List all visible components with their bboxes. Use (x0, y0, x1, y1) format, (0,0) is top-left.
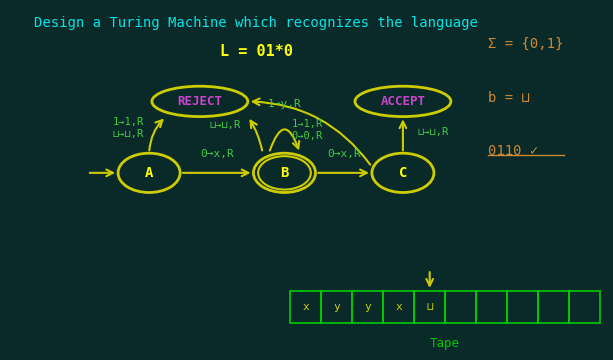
Text: REJECT: REJECT (177, 95, 223, 108)
Text: 1→1,R
0→0,R: 1→1,R 0→0,R (291, 119, 322, 141)
Text: Tape: Tape (430, 337, 460, 350)
Text: ⊔: ⊔ (426, 302, 433, 312)
Text: 1→1,R
⊔→⊔,R: 1→1,R ⊔→⊔,R (112, 117, 143, 139)
Text: 0→x,R: 0→x,R (327, 149, 360, 158)
Text: ⊔→⊔,R: ⊔→⊔,R (417, 127, 448, 137)
Text: ⊔→⊔,R: ⊔→⊔,R (210, 120, 241, 130)
Text: A: A (145, 166, 153, 180)
Text: b = ⊔: b = ⊔ (487, 91, 530, 105)
Text: x: x (302, 302, 309, 312)
Text: ACCEPT: ACCEPT (381, 95, 425, 108)
Text: C: C (398, 166, 407, 180)
Text: Σ = {0,1}: Σ = {0,1} (487, 37, 563, 51)
Text: 1→y,R: 1→y,R (268, 99, 302, 109)
Text: L = 01*0: L = 01*0 (219, 44, 293, 59)
Text: Design a Turing Machine which recognizes the language: Design a Turing Machine which recognizes… (34, 16, 478, 30)
Text: x: x (395, 302, 402, 312)
Text: 0→x,R: 0→x,R (200, 149, 234, 158)
Text: B: B (280, 166, 289, 180)
Text: 0110 ✓: 0110 ✓ (487, 144, 538, 158)
Text: y: y (364, 302, 371, 312)
Text: y: y (333, 302, 340, 312)
